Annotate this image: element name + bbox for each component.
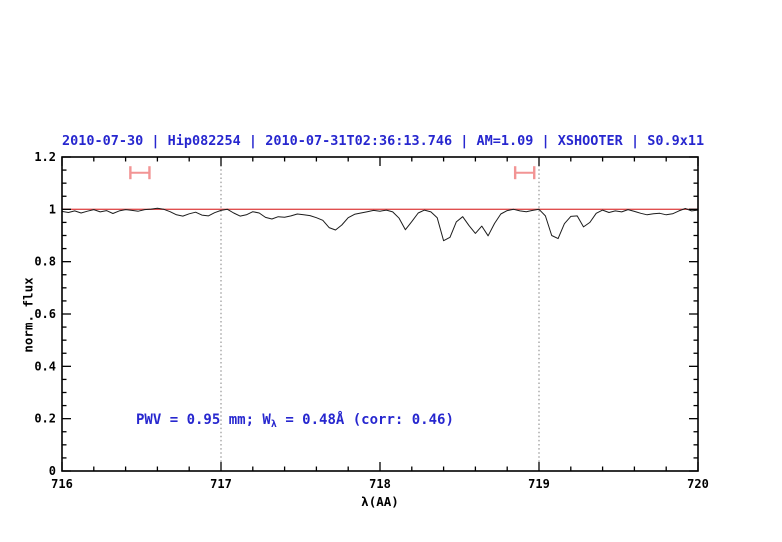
plot-title: 2010-07-30 | Hip082254 | 2010-07-31T02:3… <box>62 133 705 149</box>
y-tick-label: 0.8 <box>34 255 56 269</box>
y-tick-label: 1 <box>49 202 56 216</box>
y-tick-label: 0.4 <box>34 359 56 373</box>
x-tick-label: 718 <box>369 477 391 491</box>
x-tick-label: 716 <box>51 477 73 491</box>
lambda-subscript: λ <box>270 419 277 430</box>
pwv-annotation: PWV = 0.95 mm; Wλ = 0.48Å (corr: 0.46) <box>136 412 454 430</box>
y-tick-label: 0 <box>49 464 56 478</box>
y-axis-title-text: norm. flux <box>20 277 36 353</box>
x-tick-label: 720 <box>687 477 709 491</box>
y-tick-label: 0.2 <box>34 412 56 426</box>
x-tick-label: 717 <box>210 477 232 491</box>
pwv-annotation-text: PWV = 0.95 mm; W <box>136 412 271 428</box>
y-tick-label: 1.2 <box>34 150 56 164</box>
pwv-annotation-text-2: = 0.48Å (corr: 0.46) <box>276 412 454 428</box>
y-tick-label: 0.6 <box>34 307 56 321</box>
x-tick-label: 719 <box>528 477 550 491</box>
x-axis-title: λ(AA) <box>361 494 399 509</box>
spectrum-line <box>61 207 699 242</box>
